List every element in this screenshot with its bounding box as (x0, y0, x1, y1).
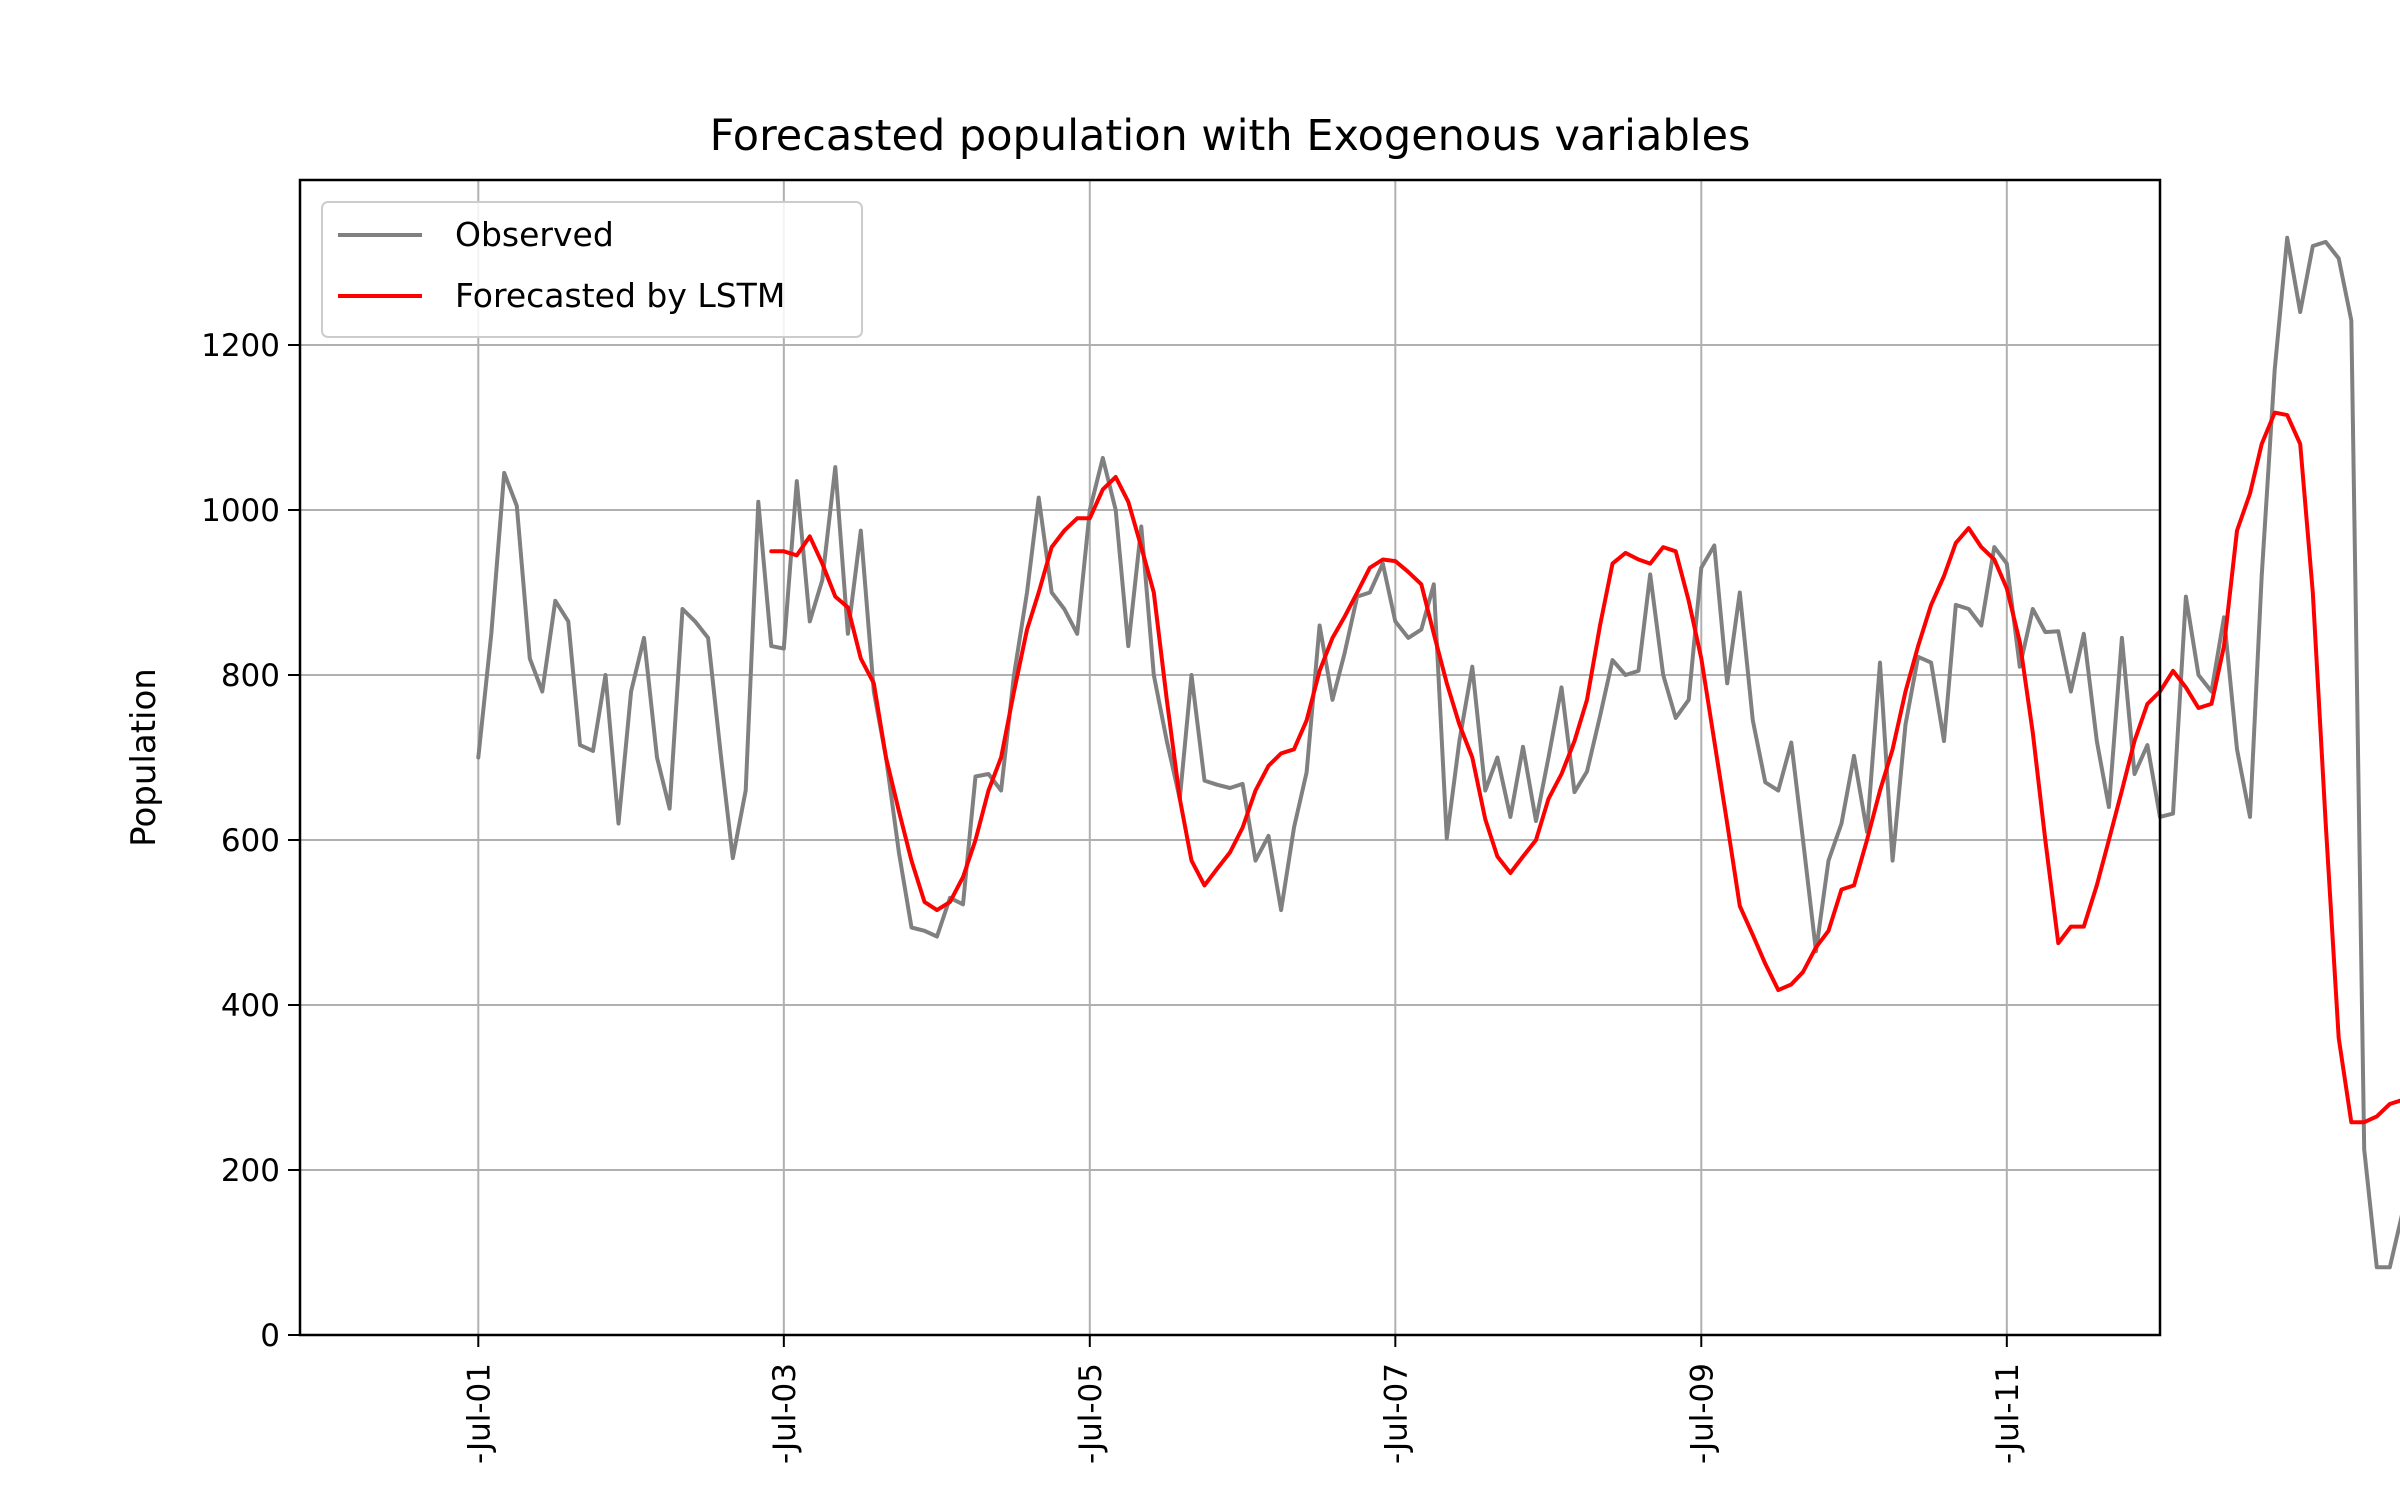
legend-label-forecasted: Forecasted by LSTM (455, 276, 785, 315)
y-tick-label: 200 (221, 1153, 280, 1189)
x-tick-label: -Jul-09 (1684, 1363, 1720, 1464)
axes: 0 200 400 600 800 1000 1200 -Jul-01 -Jul-03 -Jul-… (201, 328, 2026, 1464)
y-axis-label: Population (124, 668, 164, 847)
y-tick-label: 400 (221, 988, 280, 1024)
plot-lines (476, 235, 2400, 1270)
x-tick-label: -Jul-07 (1378, 1363, 1414, 1464)
x-tick-label: -Jul-03 (767, 1363, 803, 1464)
legend: Observed Forecasted by LSTM (321, 201, 863, 338)
y-tick-label: 1000 (201, 493, 280, 529)
y-tick-label: 800 (221, 658, 280, 694)
x-tick-label: -Jul-11 (1990, 1363, 2026, 1464)
y-tick-label: 1200 (201, 328, 280, 364)
forecast-series-line (769, 410, 2400, 1125)
legend-box (321, 201, 863, 338)
y-tick-label: 0 (260, 1318, 280, 1354)
x-tick-label: -Jul-01 (461, 1363, 497, 1464)
legend-label-observed: Observed (455, 215, 614, 254)
grid (300, 180, 2160, 1336)
x-tick-label: -Jul-05 (1073, 1363, 1109, 1464)
observed-series-line (476, 235, 2400, 1270)
chart-title: Forecasted population with Exogenous var… (710, 111, 1751, 161)
y-tick-label: 600 (221, 823, 280, 859)
plot-frame (298, 178, 2162, 1337)
